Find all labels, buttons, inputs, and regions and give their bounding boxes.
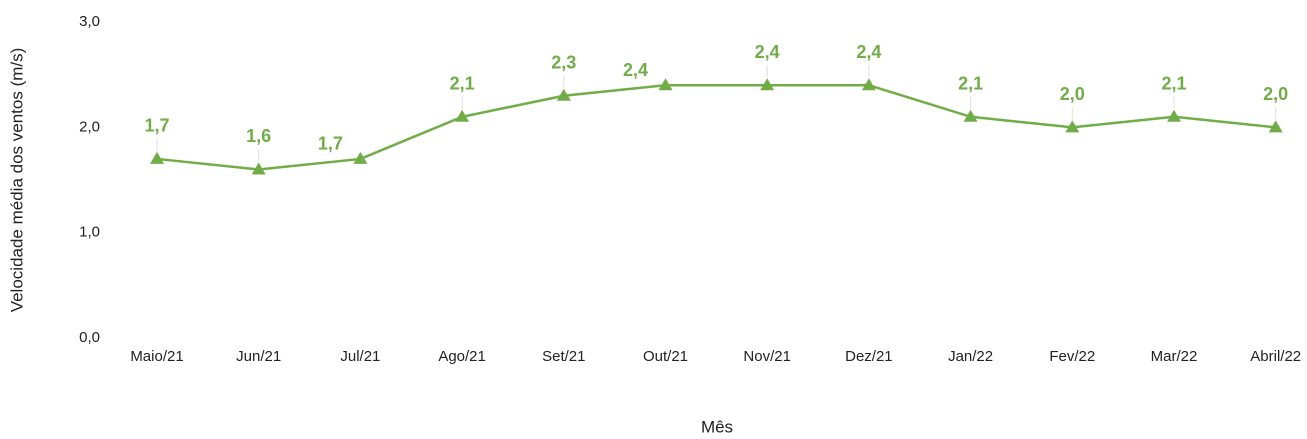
line [156,83,1276,171]
marker [861,78,876,91]
x-tick-label: Ago/21 [438,348,486,365]
x-tick-label: Dez/21 [845,348,893,365]
data-label: 2,0 [1060,84,1085,104]
data-label: 2,0 [1263,84,1288,104]
x-tick-label: Abril/22 [1250,348,1301,365]
x-axis-label: Mês [701,417,733,436]
marker [1065,120,1080,133]
y-tick-label: 2,0 [79,118,100,135]
data-label: 2,4 [856,42,881,62]
y-tick-label: 1,0 [79,224,100,241]
x-tick-label: Mar/22 [1151,348,1198,365]
data-label: 1,6 [246,126,271,146]
x-tick-label: Jan/22 [948,348,993,365]
marker [1167,109,1181,122]
x-tick-label: Out/21 [643,348,688,365]
data-label: 2,4 [755,42,780,62]
marker [963,109,978,122]
marker [150,151,164,164]
x-tick-label: Jun/21 [236,348,281,365]
data-label: 1,7 [318,134,343,154]
y-axis-label: Velocidade média dos ventos (m/s) [7,48,26,313]
x-tick-label: Fev/22 [1049,348,1095,365]
data-label: 2,4 [623,60,648,80]
data-label: 1,7 [144,116,169,136]
data-label: 2,1 [958,74,983,94]
marker [455,109,470,122]
x-tick-label: Set/21 [542,348,585,365]
y-tick-label: 3,0 [79,13,100,30]
data-label: 2,3 [551,52,576,72]
x-tick-label: Nov/21 [743,348,791,365]
x-tick-label: Jul/21 [340,348,380,365]
marker [1268,120,1283,133]
data-label: 2,1 [1161,74,1186,94]
x-tick-label: Maio/21 [130,348,183,365]
marker [556,88,571,101]
marker [760,78,775,91]
marker [353,151,368,164]
marker [251,162,266,175]
data-label: 2,1 [450,74,475,94]
y-tick-label: 0,0 [79,329,100,346]
marker [658,78,673,91]
